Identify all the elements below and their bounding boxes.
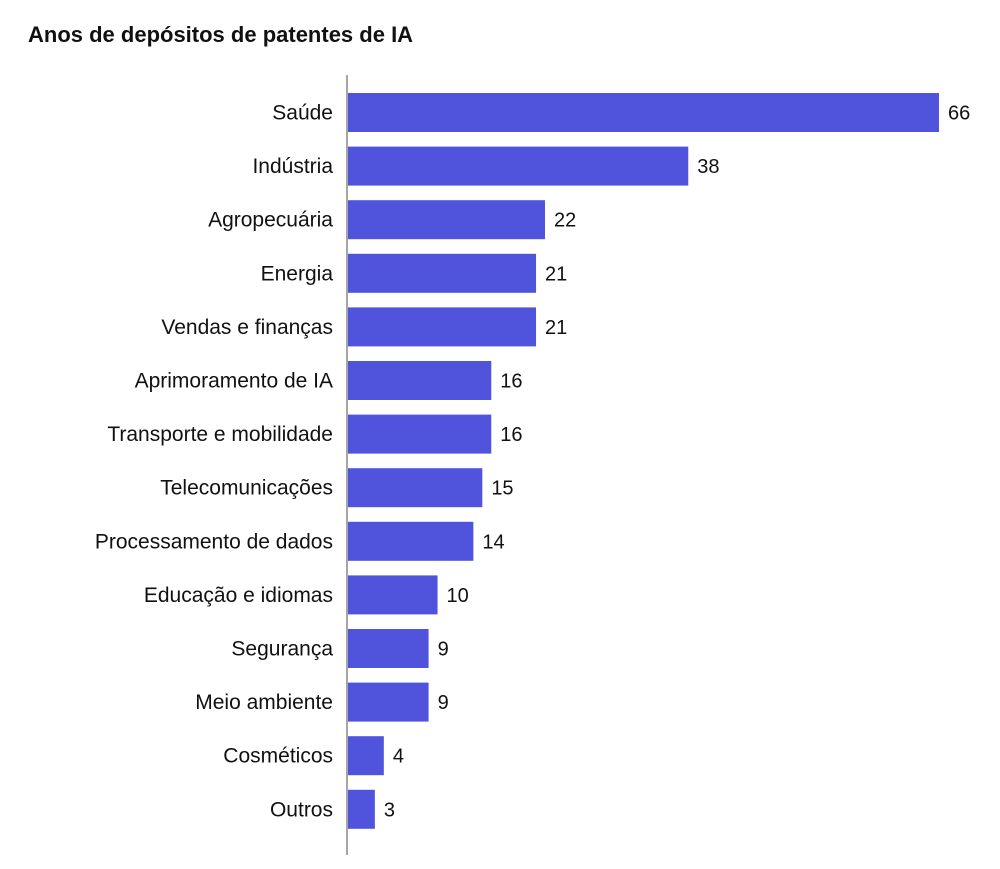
value-label: 10: [447, 585, 469, 607]
category-label: Saúde: [272, 102, 333, 125]
value-label: 4: [393, 746, 404, 768]
value-label: 9: [438, 639, 449, 661]
value-label: 21: [545, 317, 567, 339]
bar: [348, 253, 537, 293]
bar: [348, 200, 545, 240]
bar: [348, 93, 939, 132]
bar: [348, 307, 537, 347]
bar: [348, 629, 429, 668]
category-label: Aprimoramento de IA: [135, 370, 333, 393]
value-label: 3: [384, 799, 395, 821]
value-label: 66: [948, 103, 970, 125]
bars-group: Saúde 66 Indústria 38 Agropecuária 22 Energia 2…: [95, 93, 970, 829]
value-label: 16: [500, 424, 522, 446]
bar: [348, 575, 438, 615]
chart-title: Anos de depósitos de patentes de IA: [28, 22, 414, 47]
category-label: Segurança: [231, 638, 333, 661]
value-label: 22: [554, 210, 576, 232]
category-label: Indústria: [252, 155, 333, 178]
value-label: 14: [482, 531, 504, 553]
category-label: Vendas e finanças: [161, 316, 333, 339]
category-label: Meio ambiente: [195, 691, 333, 714]
category-label: Telecomunicações: [160, 477, 333, 500]
bar: [348, 521, 474, 561]
bar: [348, 414, 492, 454]
bar: [348, 146, 689, 186]
category-label: Energia: [261, 262, 334, 285]
bar: [348, 468, 483, 508]
value-label: 16: [500, 371, 522, 393]
bar: [348, 789, 375, 829]
value-label: 21: [545, 263, 567, 285]
category-label: Outros: [270, 798, 333, 821]
category-label: Processamento de dados: [95, 530, 333, 553]
category-label: Cosméticos: [223, 745, 333, 768]
bar: [348, 736, 384, 776]
value-label: 9: [438, 692, 449, 714]
bar: [348, 361, 492, 400]
bar: [348, 682, 429, 722]
category-label: Educação e idiomas: [144, 584, 333, 607]
value-label: 15: [491, 478, 513, 500]
category-label: Transporte e mobilidade: [107, 423, 333, 446]
value-label: 38: [697, 156, 719, 178]
category-label: Agropecuária: [208, 209, 333, 232]
